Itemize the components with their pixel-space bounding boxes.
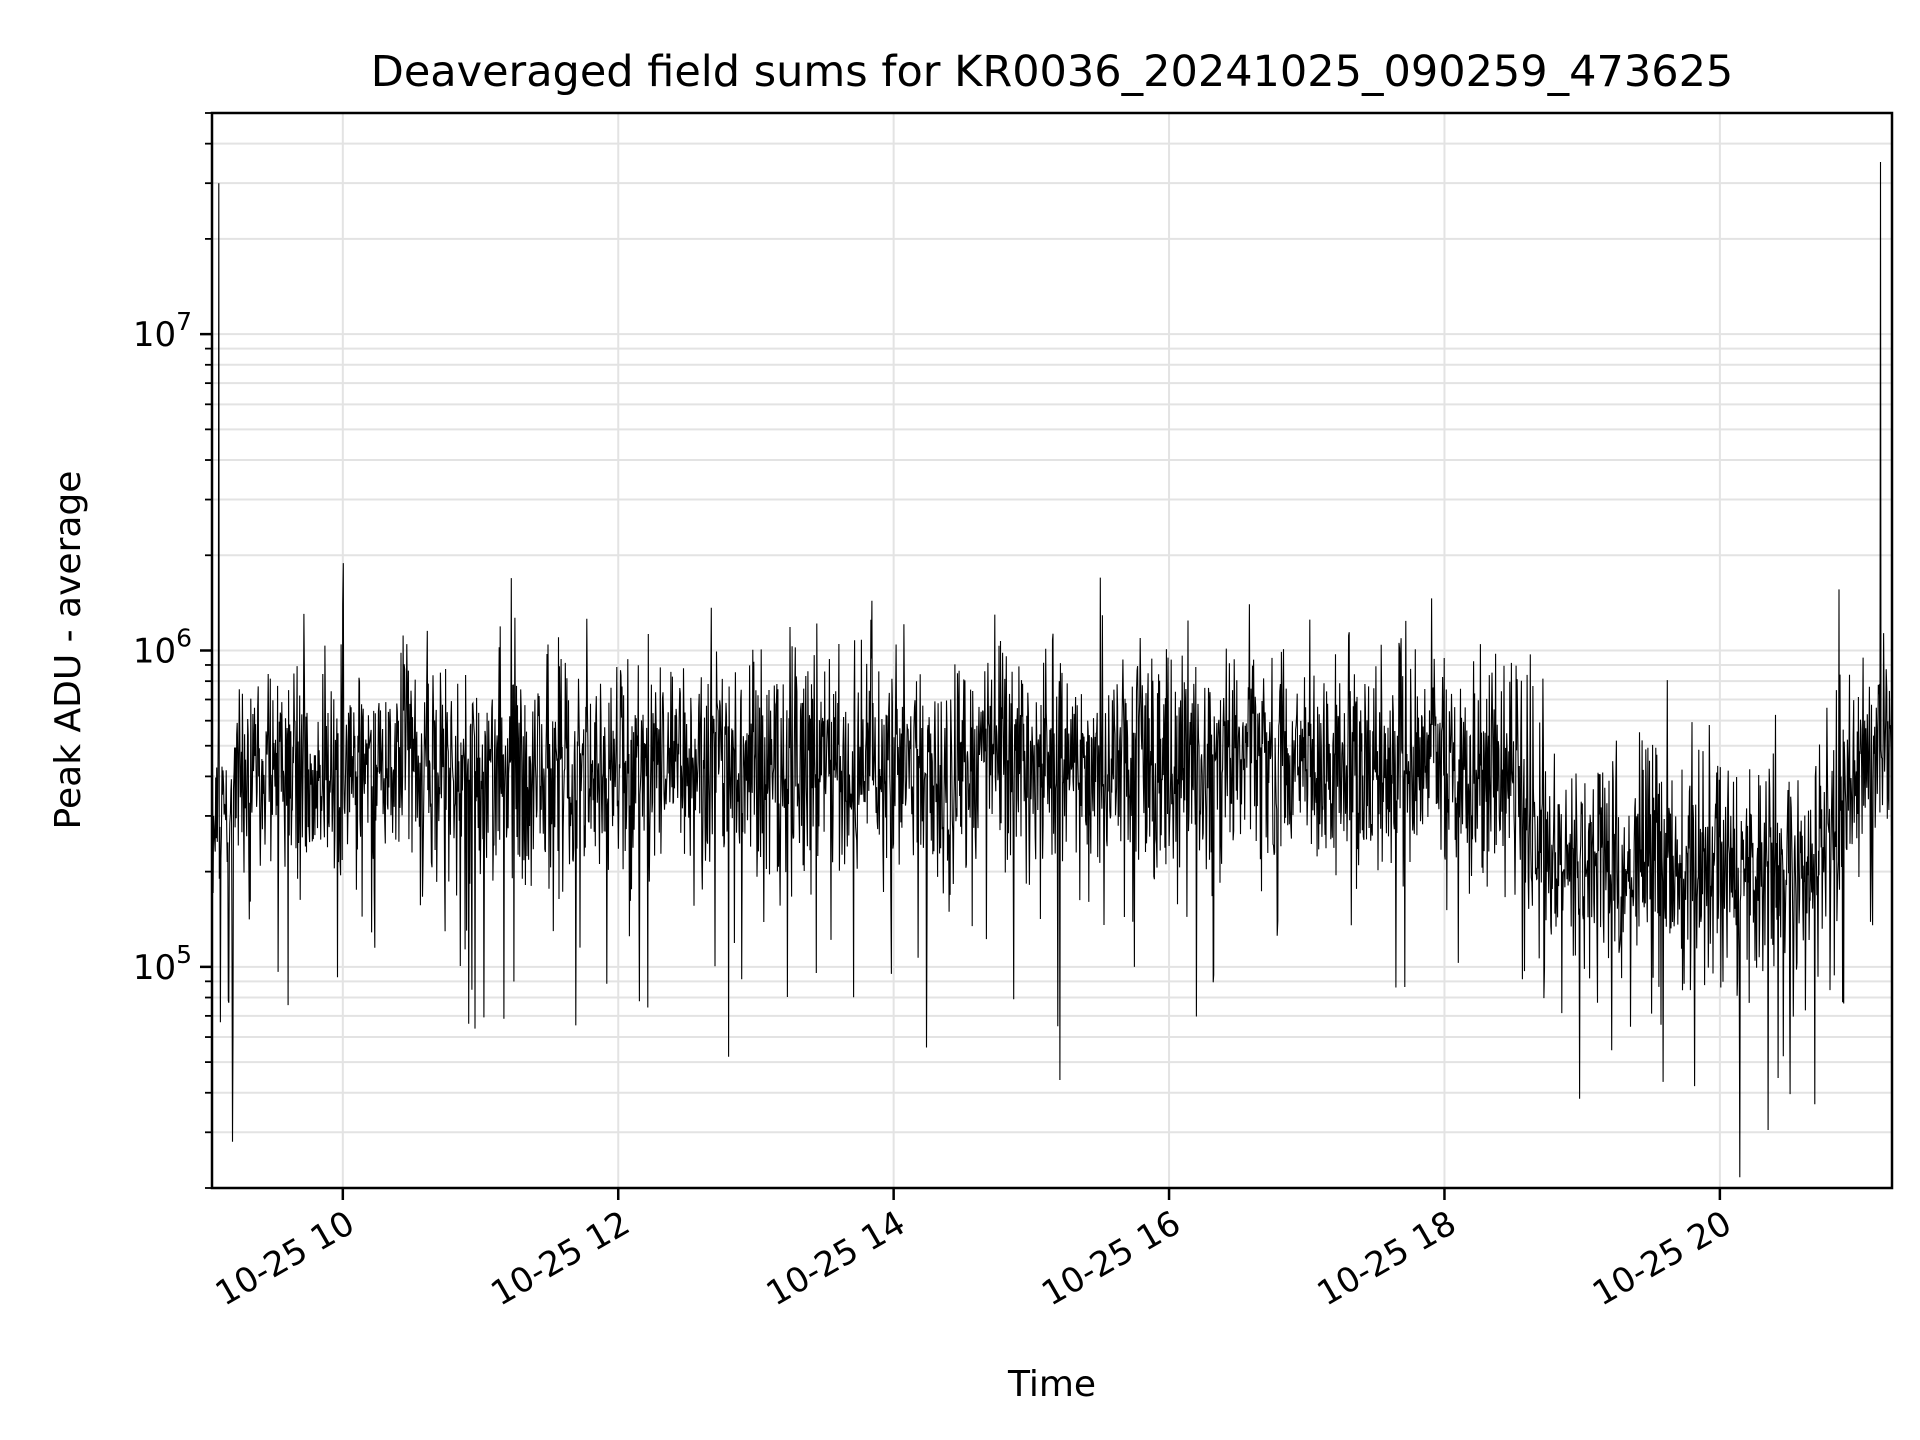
series-group — [211, 161, 1893, 1178]
y-tick-label: 106 — [133, 624, 192, 672]
x-axis: 10-25 10 10-25 12 10-25 14 10-25 16 10-25 18… — [209, 1188, 1738, 1314]
x-tick-label: 10-25 12 — [484, 1203, 636, 1314]
y-tick-exponent: 5 — [176, 940, 192, 969]
y-tick-exponent: 7 — [176, 307, 192, 336]
series-line — [211, 161, 1893, 1178]
y-tick-label: 107 — [133, 307, 192, 355]
y-tick-base: 10 — [133, 315, 176, 355]
y-tick-base: 10 — [133, 632, 176, 672]
y-axis-label: Peak ADU - average — [48, 471, 89, 830]
chart-title: Deaveraged field sums for KR0036_2024102… — [371, 47, 1734, 97]
x-tick-label: 10-25 20 — [1586, 1203, 1738, 1314]
x-tick-label: 10-25 14 — [760, 1203, 912, 1314]
x-tick-label: 10-25 10 — [209, 1203, 361, 1314]
x-tick-label: 10-25 16 — [1035, 1203, 1187, 1314]
x-tick-label: 10-25 18 — [1311, 1203, 1463, 1314]
x-axis-label: Time — [1007, 1364, 1096, 1405]
y-tick-base: 10 — [133, 948, 176, 988]
y-tick-exponent: 6 — [176, 624, 192, 653]
y-tick-label: 105 — [133, 940, 192, 988]
